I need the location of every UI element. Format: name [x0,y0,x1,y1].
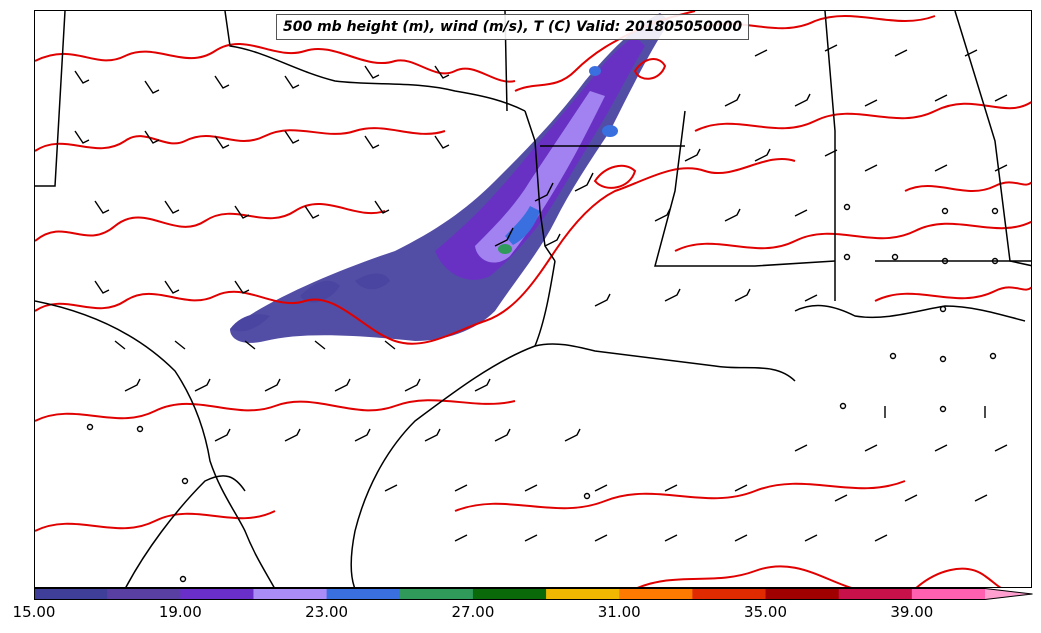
colorbar-segment [34,588,108,600]
colorbar-segment [399,588,474,600]
colorbar-tick-label: 39.00 [890,603,934,621]
colorbar-segment [180,588,254,600]
colorbar-segment [253,588,328,600]
colorbar-segment [838,588,913,600]
colorbar-tick-label: 31.00 [597,603,641,621]
colorbar-segment [619,588,693,600]
colorbar-segment [692,588,767,600]
colorbar-tick-label: 35.00 [744,603,788,621]
temperature-contours [35,11,1031,587]
colorbar-tick-label: 27.00 [451,603,495,621]
colorbar [34,588,1033,600]
colorbar-segment [911,588,986,600]
map-panel [34,10,1032,588]
map-canvas [35,11,1031,587]
colorbar-tick-label: 15.00 [12,603,56,621]
colorbar-segment [546,588,620,600]
colorbar-segment [472,588,547,600]
colorbar-segment [107,588,181,600]
wind-speed-shading [230,13,670,343]
colorbar-segment [765,588,840,600]
colorbar-outline [34,588,1033,600]
map-title: 500 mb height (m), wind (m/s), T (C) Val… [276,14,750,40]
colorbar-tick-label: 19.00 [158,603,202,621]
colorbar-extend-arrow [985,588,1033,600]
colorbar-segment [326,588,401,600]
state-borders [35,11,1031,587]
wind-barbs [74,44,1008,542]
calm-wind-circles [86,203,999,583]
colorbar-tick-label: 23.00 [305,603,349,621]
